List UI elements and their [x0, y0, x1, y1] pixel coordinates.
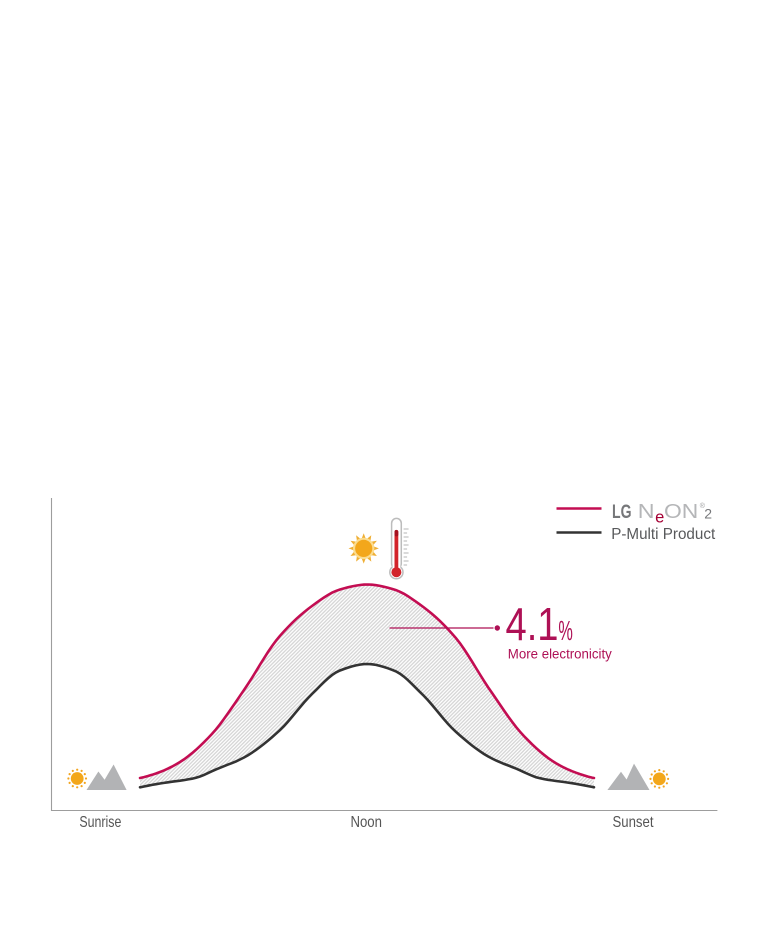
svg-text:N: N	[638, 501, 655, 523]
svg-text:Noon: Noon	[350, 814, 382, 831]
svg-text:More electronicity: More electronicity	[508, 647, 612, 662]
svg-text:4.1: 4.1	[506, 598, 559, 650]
svg-text:Sunrise: Sunrise	[79, 814, 121, 831]
svg-text:e: e	[655, 509, 664, 527]
svg-text:®: ®	[700, 502, 706, 510]
svg-text:%: %	[558, 615, 573, 646]
svg-text:LG: LG	[612, 502, 632, 523]
svg-text:ON: ON	[664, 501, 698, 523]
svg-text:2: 2	[704, 505, 712, 521]
svg-text:Sunset: Sunset	[613, 814, 654, 831]
svg-text:P-Multi Product: P-Multi Product	[611, 526, 716, 543]
